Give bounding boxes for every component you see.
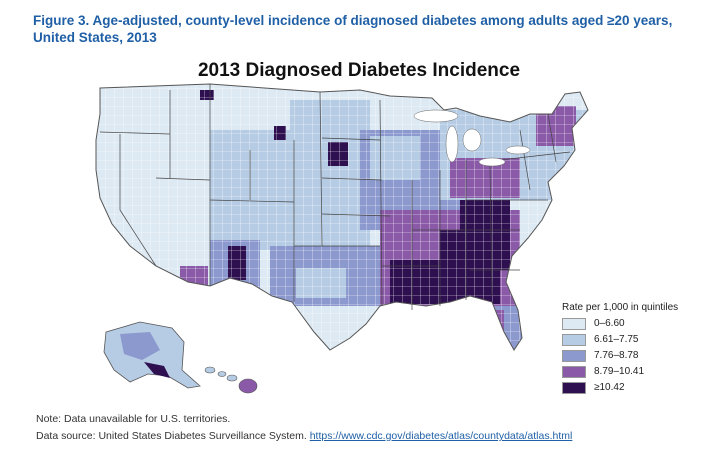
map-legend: Rate per 1,000 in quintiles 0–6.60 6.61–… bbox=[562, 302, 702, 396]
legend-label-3: 7.76–8.78 bbox=[594, 350, 639, 361]
legend-item-5: ≥10.42 bbox=[562, 380, 702, 395]
data-note: Note: Data unavailable for U.S. territor… bbox=[36, 413, 231, 425]
us-map-svg bbox=[95, 83, 589, 394]
legend-label-5: ≥10.42 bbox=[594, 382, 625, 393]
legend-swatch-4 bbox=[562, 365, 586, 378]
legend-title: Rate per 1,000 in quintiles bbox=[562, 302, 679, 313]
figure-caption: Figure 3. Age-adjusted, county-level inc… bbox=[33, 13, 673, 45]
data-source-prefix: Data source: United States Diabetes Surv… bbox=[36, 430, 310, 442]
legend-label-1: 0–6.60 bbox=[594, 318, 625, 329]
legend-swatch-2 bbox=[562, 333, 586, 346]
legend-item-1: 0–6.60 bbox=[562, 316, 702, 331]
legend-label-4: 8.79–10.41 bbox=[594, 366, 645, 377]
us-choropleth-map bbox=[60, 70, 660, 410]
map-title: 2013 Diagnosed Diabetes Incidence bbox=[197, 60, 521, 81]
source-link[interactable]: https://www.cdc.gov/diabetes/atlas/count… bbox=[309, 430, 573, 442]
legend-item-4: 8.79–10.41 bbox=[562, 364, 702, 379]
legend-label-2: 6.61–7.75 bbox=[594, 334, 639, 345]
data-source: Data source: United States Diabetes Surv… bbox=[36, 430, 572, 442]
legend-swatch-5 bbox=[562, 381, 586, 394]
legend-item-2: 6.61–7.75 bbox=[562, 332, 702, 347]
legend-item-3: 7.76–8.78 bbox=[562, 348, 702, 363]
hawaii-inset bbox=[204, 366, 258, 394]
alaska-inset bbox=[103, 321, 201, 389]
legend-swatch-1 bbox=[562, 317, 586, 330]
legend-swatch-3 bbox=[562, 349, 586, 362]
